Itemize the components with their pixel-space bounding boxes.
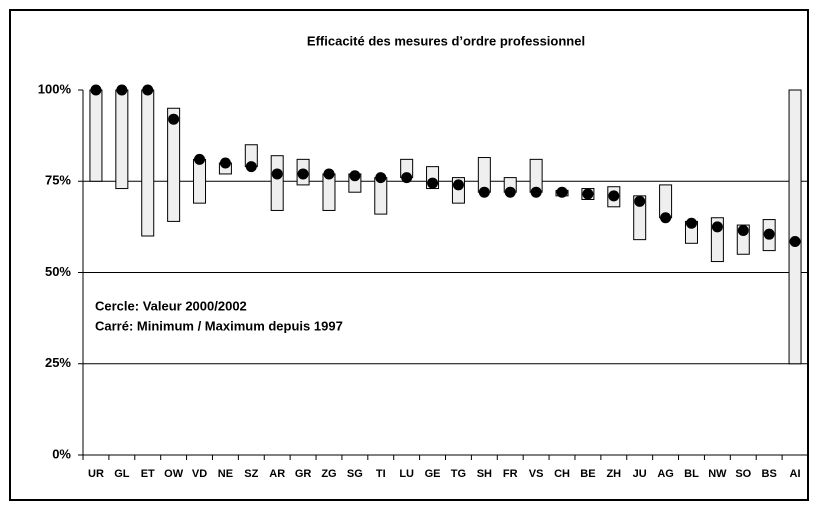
value-dot	[219, 157, 231, 169]
x-tick-label: FR	[503, 468, 518, 480]
x-tick-label: GE	[425, 468, 441, 480]
annotation: Carré: Minimum / Maximum depuis 1997	[95, 318, 343, 333]
x-tick-label: ZH	[606, 468, 621, 480]
x-tick-label: NE	[218, 468, 233, 480]
range-bar	[193, 158, 207, 204]
x-tick-label: TG	[451, 468, 466, 480]
x-tick-label: CH	[554, 468, 570, 480]
value-dot	[194, 153, 206, 165]
x-tick-label: AI	[790, 468, 801, 480]
value-dot	[142, 84, 154, 96]
value-dot	[478, 186, 490, 198]
x-tick-label: ET	[141, 468, 155, 480]
chart-title: Efficacité des mesures d’ordre professio…	[307, 33, 585, 48]
x-tick-label: TI	[376, 468, 386, 480]
x-tick-label: BS	[762, 468, 777, 480]
range-bar	[788, 89, 802, 365]
x-tick-label: SZ	[244, 468, 258, 480]
frame	[9, 9, 809, 501]
range-bar	[115, 89, 129, 190]
value-dot	[737, 225, 749, 237]
y-tick-label: 0%	[52, 446, 71, 461]
value-dot	[271, 168, 283, 180]
x-tick-label: BE	[580, 468, 595, 480]
value-dot	[297, 168, 309, 180]
value-dot	[375, 172, 387, 184]
x-tick-label: JU	[633, 468, 647, 480]
value-dot	[556, 186, 568, 198]
y-tick-label: 25%	[45, 355, 71, 370]
x-tick-label: VS	[529, 468, 544, 480]
annotation: Cercle: Valeur 2000/2002	[95, 298, 247, 313]
value-dot	[427, 177, 439, 189]
value-dot	[401, 172, 413, 184]
range-bar	[141, 89, 155, 237]
value-dot	[711, 221, 723, 233]
x-tick-label: SG	[347, 468, 363, 480]
x-tick-label: UR	[88, 468, 104, 480]
value-dot	[116, 84, 128, 96]
x-tick-label: GR	[295, 468, 312, 480]
x-tick-label: BL	[684, 468, 699, 480]
range-bar	[89, 89, 103, 182]
x-tick-label: AR	[269, 468, 285, 480]
x-tick-label: GL	[114, 468, 130, 480]
value-dot	[660, 212, 672, 224]
value-dot	[582, 188, 594, 200]
value-dot	[634, 195, 646, 207]
value-dot	[504, 186, 516, 198]
value-dot	[608, 190, 620, 202]
value-dot	[763, 228, 775, 240]
y-tick-label: 75%	[45, 173, 71, 188]
x-tick-label: OW	[164, 468, 184, 480]
x-tick-label: AG	[657, 468, 674, 480]
x-tick-label: SH	[477, 468, 492, 480]
range-bar	[167, 107, 181, 222]
y-tick-label: 50%	[45, 264, 71, 279]
x-tick-label: VD	[192, 468, 207, 480]
value-dot	[90, 84, 102, 96]
y-tick-label: 100%	[38, 81, 72, 96]
value-dot	[530, 186, 542, 198]
range-bar	[270, 155, 284, 211]
value-dot	[245, 161, 257, 173]
value-dot	[323, 168, 335, 180]
value-dot	[349, 170, 361, 182]
value-dot	[452, 179, 464, 191]
x-tick-label: SO	[735, 468, 751, 480]
value-dot	[168, 113, 180, 125]
x-tick-label: NW	[708, 468, 727, 480]
value-dot	[685, 217, 697, 229]
x-tick-label: LU	[399, 468, 414, 480]
x-tick-label: ZG	[321, 468, 336, 480]
value-dot	[789, 235, 801, 247]
